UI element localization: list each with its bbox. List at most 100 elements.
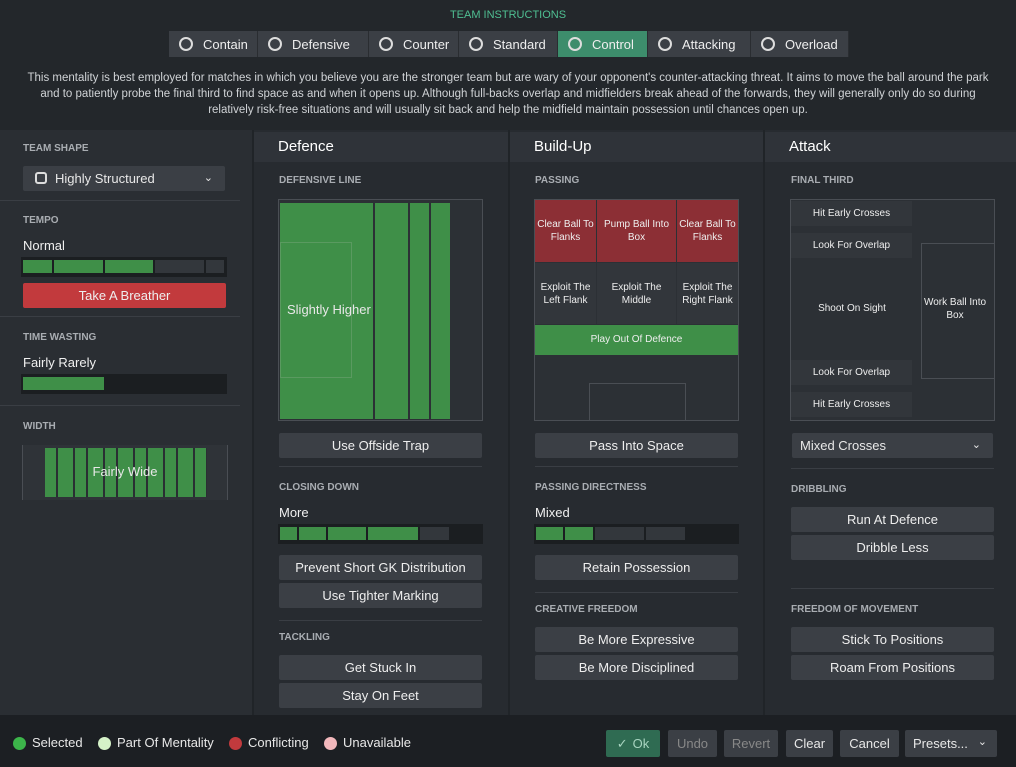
divider bbox=[535, 592, 738, 593]
divider bbox=[279, 620, 482, 621]
cell[interactable]: Clear Ball To Flanks bbox=[535, 200, 596, 262]
button[interactable]: Run At Defence bbox=[791, 507, 994, 532]
button[interactable]: Stick To Positions bbox=[791, 627, 994, 652]
label: TEMPO bbox=[23, 215, 59, 226]
divider bbox=[791, 588, 994, 589]
value: Fairly Wide bbox=[92, 464, 158, 479]
button[interactable]: Dribble Less bbox=[791, 535, 994, 560]
cell[interactable]: Shoot On Sight bbox=[818, 303, 886, 314]
legend-dot bbox=[229, 737, 242, 750]
description: This mentality is best employed for matc… bbox=[27, 72, 989, 116]
label: TEAM SHAPE bbox=[23, 143, 89, 154]
label: PASSING DIRECTNESS bbox=[535, 482, 647, 493]
tab[interactable]: Control bbox=[558, 31, 648, 57]
tab[interactable]: Attacking bbox=[648, 31, 751, 57]
button[interactable]: Cancel bbox=[840, 730, 899, 757]
button[interactable]: Take A Breather bbox=[23, 283, 226, 308]
slider[interactable] bbox=[21, 257, 227, 277]
cell[interactable]: Clear Ball To Flanks bbox=[677, 200, 738, 262]
pitch[interactable]: Clear Ball To Flanks Pump Ball Into Box … bbox=[534, 199, 739, 421]
divider bbox=[791, 468, 994, 469]
pitch[interactable]: Hit Early Crosses Look For Overlap Shoot… bbox=[790, 199, 995, 421]
slider[interactable] bbox=[278, 524, 483, 544]
legend-dot bbox=[13, 737, 26, 750]
button[interactable]: Roam From Positions bbox=[791, 655, 994, 680]
header-bg bbox=[0, 0, 1016, 130]
label: TACKLING bbox=[279, 632, 330, 643]
cell[interactable]: Exploit The Middle bbox=[597, 263, 676, 324]
tab-label: Counter bbox=[403, 36, 450, 52]
value: Normal bbox=[23, 238, 65, 253]
tab[interactable]: Counter bbox=[369, 31, 459, 57]
cell[interactable]: Exploit The Right Flank bbox=[677, 263, 738, 324]
divider bbox=[0, 316, 240, 317]
cell[interactable]: Look For Overlap bbox=[791, 233, 912, 258]
tab-label: Overload bbox=[785, 36, 838, 52]
legend-label: Unavailable bbox=[343, 735, 411, 750]
divider bbox=[0, 405, 240, 406]
label: CREATIVE FREEDOM bbox=[535, 604, 638, 615]
legend-label: Part Of Mentality bbox=[117, 735, 214, 750]
button[interactable]: Pass Into Space bbox=[535, 433, 738, 458]
left-panel bbox=[0, 130, 252, 715]
button[interactable]: Stay On Feet bbox=[279, 683, 482, 708]
cell[interactable]: Exploit The Left Flank bbox=[535, 263, 596, 324]
label: DEFENSIVE LINE bbox=[279, 175, 362, 186]
legend-label: Conflicting bbox=[248, 735, 309, 750]
pitch[interactable]: Slightly Higher bbox=[278, 199, 483, 421]
divider bbox=[279, 466, 482, 467]
column-title: Defence bbox=[254, 132, 508, 162]
dropdown[interactable]: Mixed Crosses ⌄ bbox=[792, 433, 993, 458]
cell[interactable]: Hit Early Crosses bbox=[791, 392, 912, 417]
divider bbox=[0, 200, 240, 201]
label: FREEDOM OF MOVEMENT bbox=[791, 604, 919, 615]
button[interactable]: Clear bbox=[786, 730, 833, 757]
tab[interactable]: Standard bbox=[459, 31, 558, 57]
value: Fairly Rarely bbox=[23, 355, 96, 370]
button[interactable]: Be More Expressive bbox=[535, 627, 738, 652]
button[interactable]: Prevent Short GK Distribution bbox=[279, 555, 482, 580]
label: FINAL THIRD bbox=[791, 175, 854, 186]
presets-button[interactable]: Presets... ⌄ bbox=[905, 730, 997, 757]
dropdown[interactable]: Highly Structured ⌄ bbox=[23, 166, 225, 191]
tab-label: Standard bbox=[493, 36, 546, 52]
dropdown-text: Highly Structured bbox=[55, 171, 155, 186]
button[interactable]: Revert bbox=[724, 730, 778, 757]
tab-label: Attacking bbox=[682, 36, 736, 52]
legend-label: Selected bbox=[32, 735, 83, 750]
legend-dot bbox=[324, 737, 337, 750]
width-graphic[interactable]: Fairly Wide bbox=[22, 445, 228, 500]
button[interactable]: Be More Disciplined bbox=[535, 655, 738, 680]
button[interactable]: Use Offside Trap bbox=[279, 433, 482, 458]
title: TEAM INSTRUCTIONS bbox=[449, 9, 567, 21]
column-title: Attack bbox=[765, 132, 1016, 162]
slider[interactable] bbox=[21, 374, 227, 394]
value: More bbox=[279, 505, 309, 520]
tab-label: Defensive bbox=[292, 36, 350, 52]
tab-label: Contain bbox=[203, 36, 248, 52]
label: TIME WASTING bbox=[23, 332, 97, 343]
ok-button[interactable]: ✓ Ok bbox=[606, 730, 660, 757]
label: CLOSING DOWN bbox=[279, 482, 359, 493]
button[interactable]: Get Stuck In bbox=[279, 655, 482, 680]
label: DRIBBLING bbox=[791, 484, 847, 495]
legend-dot bbox=[98, 737, 111, 750]
button[interactable]: Use Tighter Marking bbox=[279, 583, 482, 608]
cell[interactable]: Pump Ball Into Box bbox=[597, 200, 676, 262]
cell[interactable]: Play Out Of Defence bbox=[535, 325, 738, 355]
cell[interactable]: Look For Overlap bbox=[791, 360, 912, 385]
cell[interactable]: Work Ball Into Box bbox=[923, 296, 987, 321]
tab[interactable]: Contain bbox=[169, 31, 258, 57]
value: Slightly Higher bbox=[287, 302, 371, 317]
slider[interactable] bbox=[534, 524, 739, 544]
label: WIDTH bbox=[23, 421, 56, 432]
value: Mixed bbox=[535, 505, 570, 520]
divider bbox=[535, 466, 738, 467]
button[interactable]: Retain Possession bbox=[535, 555, 738, 580]
tab[interactable]: Defensive bbox=[258, 31, 369, 57]
cell[interactable]: Hit Early Crosses bbox=[791, 201, 912, 226]
button[interactable]: Undo bbox=[668, 730, 717, 757]
tab[interactable]: Overload bbox=[751, 31, 849, 57]
